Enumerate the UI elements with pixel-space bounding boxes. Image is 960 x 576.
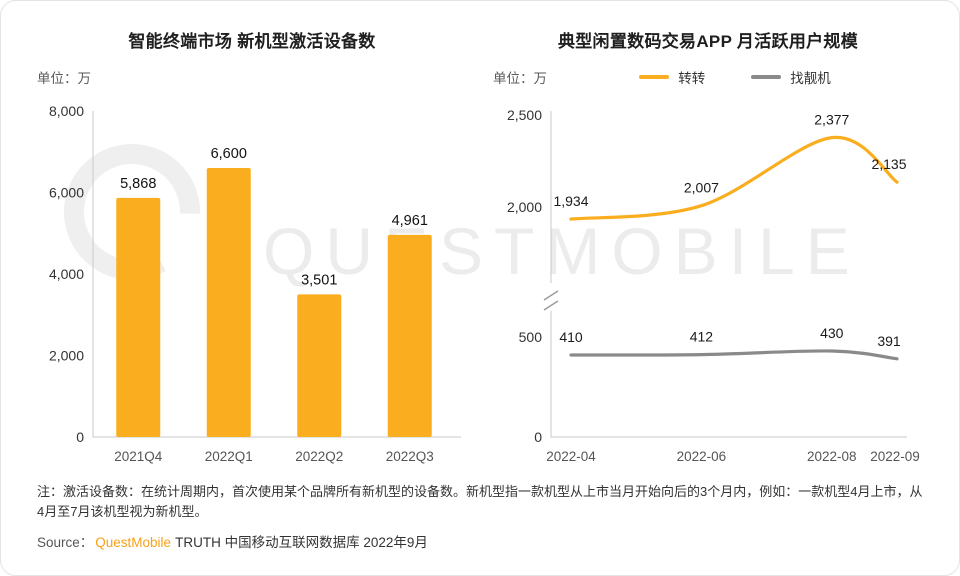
y-tick-label: 500: [519, 329, 543, 345]
y-tick-label: 6,000: [49, 185, 84, 201]
line-chart: 0 500 2,000 2,500 2022-04 2022-06 2022-08 2022-…: [493, 89, 923, 474]
bar-2022Q2: [297, 294, 342, 437]
bar-chart: 0 2,000 4,000 6,000 8,000 5,868 2021Q4 6,600 202…: [37, 89, 467, 474]
charts-row: 智能终端市场 新机型激活设备数 单位：万 0 2,000 4,000 6,000 8,0…: [37, 27, 923, 474]
point-value-label: 430: [820, 325, 844, 341]
y-tick-label: 8,000: [49, 103, 84, 119]
point-value-label: 391: [877, 333, 901, 349]
y-tick-label: 2,000: [507, 199, 542, 215]
point-value-label: 410: [559, 329, 583, 345]
legend-swatch-icon: [639, 75, 670, 79]
bar-chart-panel: 智能终端市场 新机型激活设备数 单位：万 0 2,000 4,000 6,000 8,0…: [37, 27, 467, 474]
x-tick-label: 2021Q4: [114, 449, 163, 464]
line-chart-meta-row: 单位：万 转转 找靓机: [493, 67, 923, 87]
x-tick-label: 2022Q3: [386, 449, 434, 464]
footnote: 注：激活设备数：在统计周期内，首次使用某个品牌所有新机型的设备数。新机型指一款机…: [37, 484, 923, 520]
x-tick-label: 2022-09: [870, 449, 920, 464]
bar-2022Q3: [387, 234, 432, 437]
line-chart-svg: 0 500 2,000 2,500 2022-04 2022-06 2022-08 2022-…: [507, 107, 920, 464]
source-brand: QuestMobile: [95, 535, 172, 551]
legend: 转转 找靓机: [547, 67, 923, 87]
x-tick-label: 2022-04: [546, 449, 596, 464]
point-value-label: 2,377: [814, 112, 849, 128]
bar-value-label: 6,600: [211, 146, 247, 162]
bar-2021Q4: [116, 197, 161, 437]
axis-lines: [550, 111, 907, 438]
bar-value-label: 5,868: [120, 176, 156, 192]
bar-value-label: 3,501: [301, 272, 337, 288]
bar-2022Q1: [206, 168, 251, 438]
y-tick-label: 2,500: [507, 107, 542, 123]
point-value-label: 2,135: [871, 156, 906, 172]
legend-label: 转转: [678, 71, 706, 86]
axis-break-mark: [543, 290, 559, 311]
source-prefix: Source：: [37, 535, 94, 551]
x-tick-label: 2022-08: [807, 449, 857, 464]
series-line-2: [569, 349, 899, 361]
line-unit-label: 单位：万: [493, 71, 547, 86]
x-tick-label: 2022Q2: [295, 449, 343, 464]
x-tick-label: 2022-06: [677, 449, 727, 464]
legend-swatch-icon: [751, 75, 782, 79]
point-value-label: 412: [690, 329, 714, 345]
bar-value-label: 4,961: [392, 213, 428, 229]
bar-chart-meta-row: 单位：万: [37, 67, 467, 87]
y-tick-label: 0: [76, 429, 84, 445]
legend-item-1: 转转: [639, 67, 705, 87]
y-tick-label: 2,000: [49, 348, 84, 364]
bar-chart-svg: 0 2,000 4,000 6,000 8,000 5,868 2021Q4 6,600 202…: [49, 103, 461, 464]
y-tick-label: 0: [534, 429, 542, 445]
series-line-1: [569, 136, 899, 221]
point-value-label: 2,007: [684, 180, 719, 196]
legend-label: 找靓机: [790, 71, 831, 86]
y-tick-label: 4,000: [49, 266, 84, 282]
source-rest: TRUTH 中国移动互联网数据库 2022年9月: [175, 535, 428, 551]
bar-chart-title: 智能终端市场 新机型激活设备数: [128, 32, 376, 51]
legend-item-2: 找靓机: [751, 67, 831, 87]
point-value-label: 1,934: [553, 193, 588, 209]
source-line: Source： QuestMobile TRUTH 中国移动互联网数据库 2022年…: [37, 531, 923, 551]
line-chart-panel: 典型闲置数码交易APP 月活跃用户规模 单位：万 转转 找靓机 0 500 2,000…: [493, 27, 923, 474]
line-chart-title: 典型闲置数码交易APP 月活跃用户规模: [557, 32, 859, 51]
bar-unit-label: 单位：万: [37, 71, 91, 86]
x-tick-label: 2022Q1: [205, 449, 253, 464]
